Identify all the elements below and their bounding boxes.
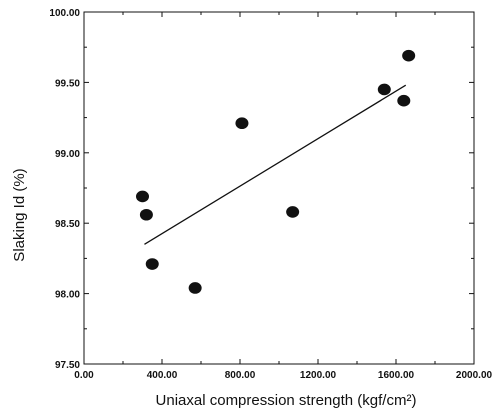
x-tick-label: 0.00 [74, 370, 94, 381]
y-tick-label: 98.50 [55, 219, 80, 230]
data-point [145, 258, 159, 270]
data-point [235, 117, 249, 130]
x-tick-label: 1200.00 [300, 370, 337, 381]
x-tick-label: 2000.00 [456, 370, 493, 381]
x-tick-label: 1600.00 [378, 370, 415, 381]
data-point [402, 49, 416, 62]
data-point [139, 208, 153, 221]
data-point [286, 206, 300, 218]
data-point [377, 83, 391, 96]
x-tick-label: 800.00 [225, 370, 256, 381]
y-tick-label: 100.00 [49, 8, 80, 19]
plot-frame [83, 11, 475, 365]
y-tick-label: 99.00 [55, 149, 80, 160]
data-point [397, 94, 411, 107]
x-ticks: 0.00 400.00 800.00 1200.00 1600.00 2000.00 [74, 12, 493, 381]
trend-line [144, 84, 407, 245]
x-tick-label: 400.00 [147, 370, 178, 381]
y-axis-title: Slaking Id (%) [11, 168, 28, 261]
plot-border [83, 11, 475, 365]
trend-line-group [144, 84, 407, 245]
data-point [188, 282, 202, 294]
y-tick-label: 98.00 [55, 290, 80, 301]
y-tick-label: 97.50 [55, 360, 80, 371]
data-point [136, 190, 149, 203]
y-tick-label: 99.50 [55, 78, 80, 89]
x-axis-title: Uniaxal compression strength (kgf/cm²) [156, 392, 417, 409]
data-points [136, 49, 416, 294]
y-ticks: 97.50 98.00 98.50 99.00 99.50 100.00 [49, 8, 474, 371]
